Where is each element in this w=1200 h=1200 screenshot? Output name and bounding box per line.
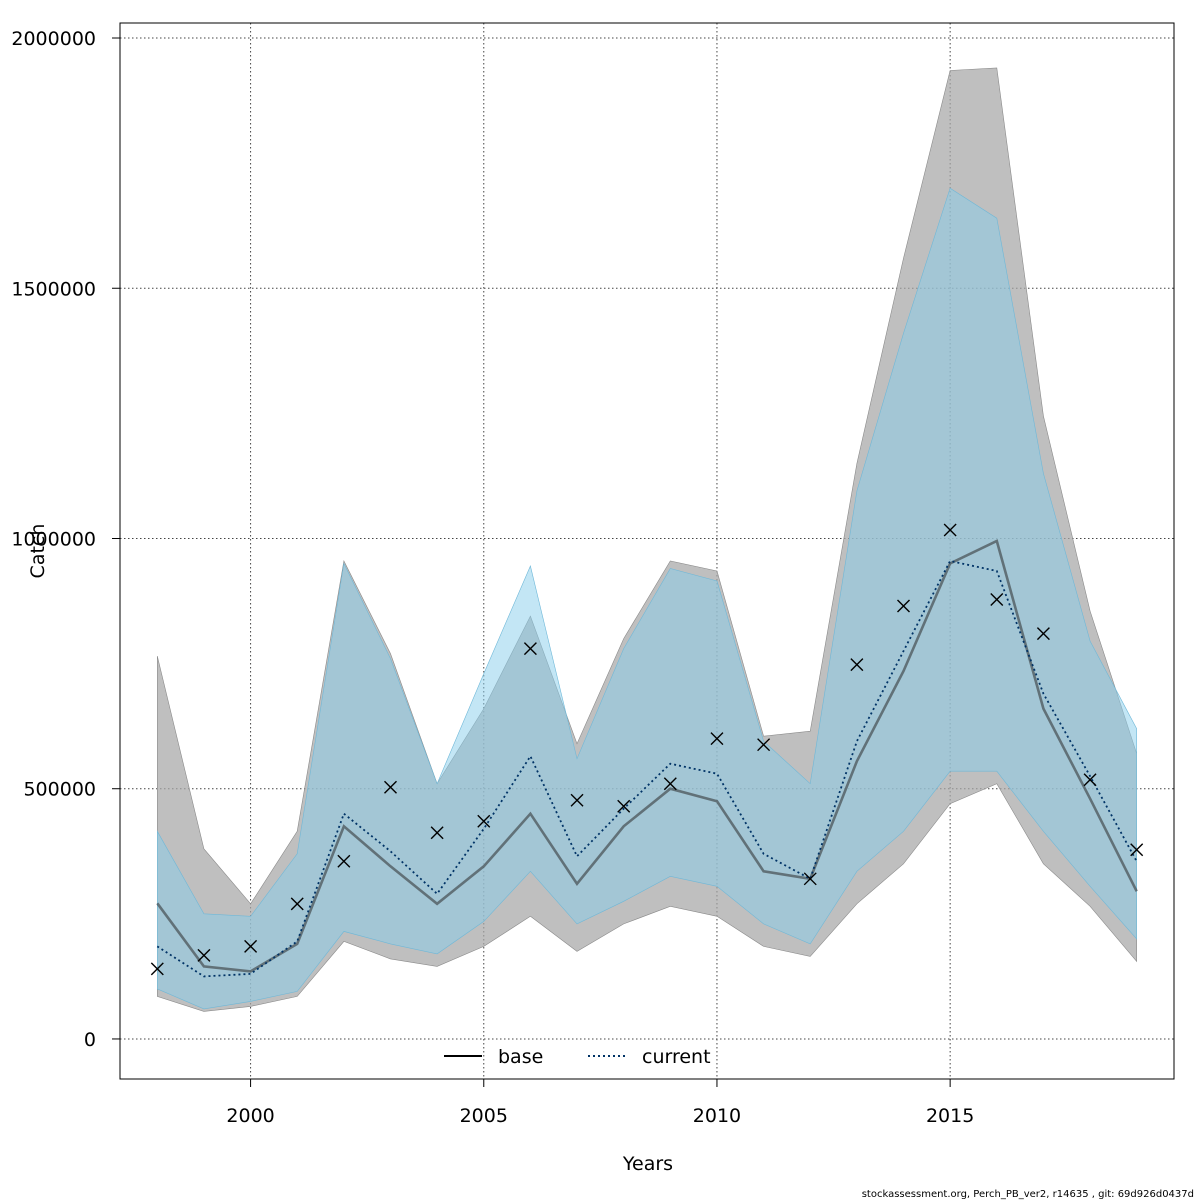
y-tick-label-2000000: 2000000: [11, 28, 96, 50]
observed-point-1999: [197, 948, 211, 962]
x-tick-label-2005: 2005: [460, 1105, 508, 1127]
legend: base current: [444, 1046, 711, 1068]
observed-markers: [150, 523, 1144, 976]
observed-point-2009: [663, 777, 677, 791]
y-axis-title: Catch: [27, 524, 49, 579]
credit-text: stockassessment.org, Perch_PB_ver2, r146…: [862, 1189, 1194, 1200]
x-axis: 2000 2005 2010 2015: [226, 1079, 974, 1127]
y-tick-label-1000000: 1000000: [11, 528, 96, 550]
y-axis: 0 500000 1000000 1500000 2000000: [11, 28, 120, 1051]
legend-current-label: current: [642, 1046, 711, 1068]
observed-point-2007: [570, 793, 584, 807]
line-current: [156, 559, 1138, 978]
observed-point-2011: [757, 738, 771, 752]
observed-point-2012: [803, 872, 817, 886]
y-tick-label-0: 0: [84, 1029, 96, 1051]
observed-point-2003: [384, 780, 397, 794]
y-tick-label-1500000: 1500000: [11, 278, 96, 300]
x-tick-label-2000: 2000: [226, 1105, 274, 1127]
observed-point-1998: [150, 962, 164, 976]
observed-point-2000: [244, 939, 258, 953]
observed-point-2006: [523, 642, 537, 656]
observed-point-2017: [1036, 627, 1050, 641]
y-tick-label-500000: 500000: [23, 779, 96, 801]
confidence-bands: [157, 67, 1137, 1012]
observed-point-2014: [897, 599, 910, 613]
x-tick-label-2010: 2010: [693, 1105, 741, 1127]
x-axis-title: Years: [622, 1153, 673, 1175]
legend-base-label: base: [498, 1046, 543, 1068]
line-base: [156, 539, 1138, 973]
plot-frame: [119, 22, 1175, 1080]
observed-point-2015: [943, 523, 957, 537]
observed-point-2008: [617, 799, 631, 813]
series-lines: [156, 539, 1138, 978]
observed-point-2004: [430, 826, 444, 840]
observed-point-2005: [477, 814, 491, 828]
observed-point-2010: [710, 732, 724, 746]
x-tick-label-2015: 2015: [926, 1105, 974, 1127]
observed-point-2016: [990, 593, 1004, 607]
band-current: [157, 187, 1137, 1010]
observed-point-2002: [337, 854, 351, 868]
observed-point-2018: [1083, 773, 1097, 787]
observed-point-2019: [1130, 843, 1144, 857]
observed-point-2013: [850, 658, 864, 672]
observed-point-2001: [290, 897, 304, 911]
